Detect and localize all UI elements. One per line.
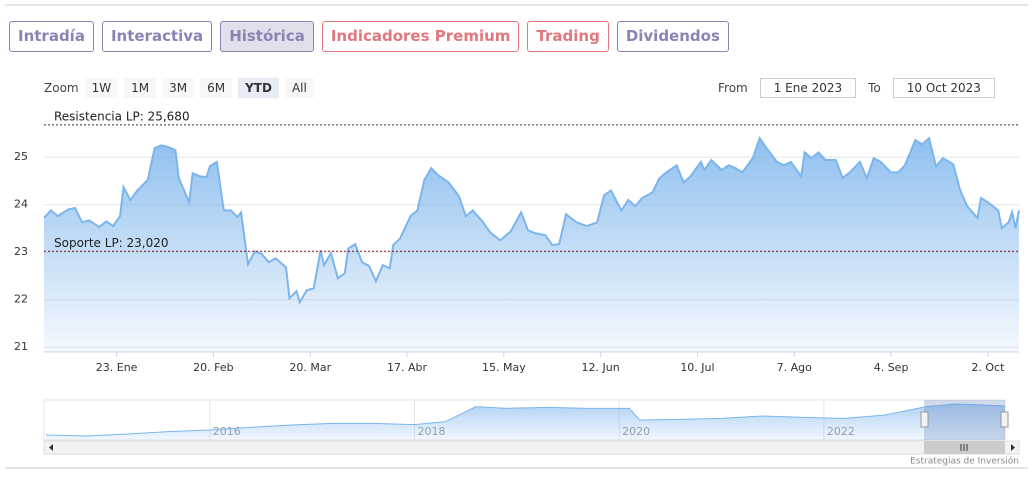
line xyxy=(43,135,1020,305)
navigator-line xyxy=(46,403,1006,437)
x-tick-label: 17. Abr xyxy=(387,361,427,374)
to-input[interactable]: 10 Oct 2023 xyxy=(892,78,995,98)
scroll-left[interactable] xyxy=(49,444,53,451)
x-tick-label: 2. Oct xyxy=(971,361,1005,374)
date-range: From 1 Ene 2023 To 10 Oct 2023 xyxy=(718,78,1007,98)
x-tick-label: 23. Ene xyxy=(96,361,138,374)
x-tick-label: 20. Mar xyxy=(289,361,331,374)
tab-bar: Intradía Interactiva Histórica Indicadores … xyxy=(9,21,729,52)
zoom-label: Zoom xyxy=(44,81,79,95)
x-tick-label: 7. Ago xyxy=(777,361,812,374)
zoom-button[interactable]: 1W xyxy=(84,78,119,98)
scroll-right[interactable] xyxy=(1011,444,1015,451)
x-tick-label: 15. May xyxy=(482,361,526,374)
zoom-bar: Zoom 1W 1M 3M 6M YTD All xyxy=(44,78,314,98)
x-tick-label: 12. Jun xyxy=(582,361,620,374)
scrollbar-grip xyxy=(960,444,968,451)
zoom-button[interactable]: YTD xyxy=(238,78,279,98)
zoom-button[interactable]: 3M xyxy=(162,78,195,98)
x-tick-label: 4. Sep xyxy=(874,361,909,374)
x-tick-label: 20. Feb xyxy=(193,361,233,374)
x-tick-label: 10. Jul xyxy=(680,361,714,374)
from-input[interactable]: 1 Ene 2023 xyxy=(759,78,857,98)
zoom-button[interactable]: All xyxy=(284,78,314,98)
zoom-button[interactable]: 6M xyxy=(200,78,233,98)
y-tick-label: 24 xyxy=(14,198,28,211)
tab[interactable]: Histórica xyxy=(220,21,314,52)
tab[interactable]: Indicadores Premium xyxy=(321,21,520,52)
y-tick-label: 21 xyxy=(14,340,28,353)
tab[interactable]: Trading xyxy=(527,21,609,52)
tab[interactable]: Interactiva xyxy=(101,21,213,52)
navigator-area xyxy=(46,404,1005,440)
annotation-label: Soporte LP: 23,020 xyxy=(54,236,169,250)
tab[interactable]: Dividendos xyxy=(616,21,729,52)
y-tick-label: 25 xyxy=(14,150,28,163)
to-label: To xyxy=(868,81,881,95)
annotation-label: Resistencia LP: 25,680 xyxy=(54,109,190,123)
navigator-handle[interactable] xyxy=(1000,411,1009,428)
area xyxy=(44,138,1019,352)
credits: Estrategias de Inversión xyxy=(910,456,1019,467)
y-tick-label: 22 xyxy=(14,293,28,306)
scrollbar-track xyxy=(43,440,1020,455)
navigator-handle[interactable] xyxy=(920,411,929,428)
from-label: From xyxy=(718,81,748,95)
y-tick-label: 23 xyxy=(14,245,28,258)
navigator-selection xyxy=(924,400,1005,440)
zoom-button[interactable]: 1M xyxy=(124,78,157,98)
tab[interactable]: Intradía xyxy=(9,21,94,52)
